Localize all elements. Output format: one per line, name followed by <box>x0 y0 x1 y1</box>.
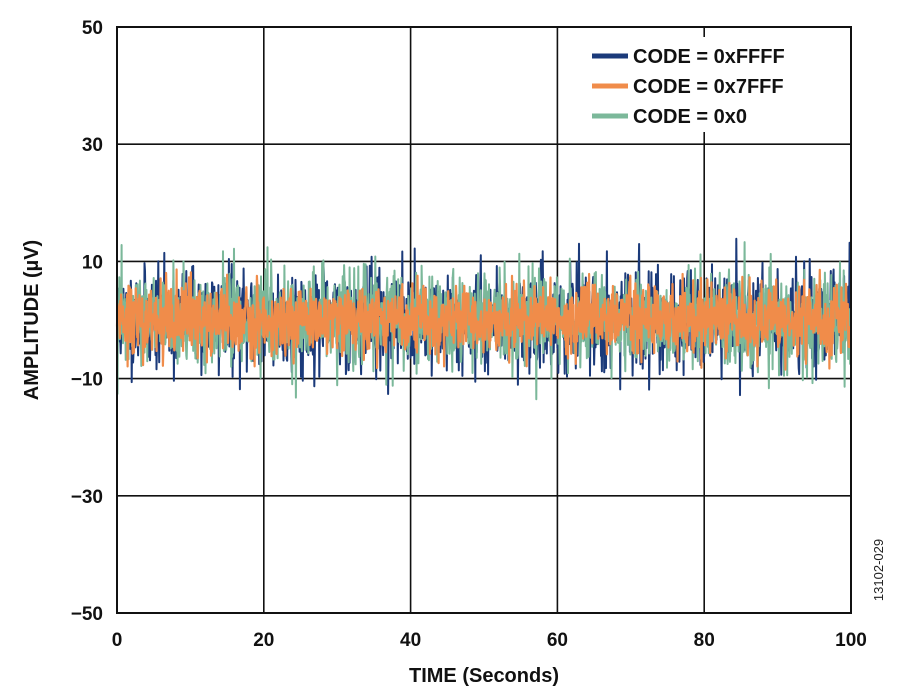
series-layer <box>115 237 853 401</box>
y-tick-label: 10 <box>82 252 103 273</box>
legend-entry-0xffff: CODE = 0xFFFF <box>592 46 785 68</box>
y-tick-label: 50 <box>82 18 103 39</box>
legend-label: CODE = 0x7FFF <box>633 76 784 98</box>
plot-frame <box>116 26 852 614</box>
figure-id: 13102-029 <box>871 539 886 601</box>
x-tick-label: 100 <box>835 630 867 651</box>
x-tick-label: 20 <box>253 630 274 651</box>
legend-entry-0x0: CODE = 0x0 <box>592 106 747 128</box>
y-tick-label: −50 <box>71 604 103 625</box>
x-tick-label: 80 <box>694 630 715 651</box>
x-tick-labels: 0 20 40 60 80 100 <box>112 630 867 651</box>
x-axis-title: TIME (Seconds) <box>409 665 559 687</box>
x-tick-label: 40 <box>400 630 421 651</box>
y-tick-labels: 50 30 10 −10 −30 −50 <box>71 18 103 625</box>
y-tick-label: −10 <box>71 370 103 391</box>
series-line-code-0x7fff <box>115 268 853 371</box>
x-tick-label: 0 <box>112 630 123 651</box>
y-axis-title: AMPLITUDE (µV) <box>21 240 43 400</box>
y-tick-label: −30 <box>71 487 103 508</box>
legend-label: CODE = 0x0 <box>633 106 747 128</box>
legend-label: CODE = 0xFFFF <box>633 46 785 68</box>
legend-entry-0x7fff: CODE = 0x7FFF <box>592 76 784 98</box>
x-tick-label: 60 <box>547 630 568 651</box>
legend: CODE = 0xFFFF CODE = 0x7FFF CODE = 0x0 <box>585 37 843 132</box>
y-tick-label: 30 <box>82 135 103 156</box>
